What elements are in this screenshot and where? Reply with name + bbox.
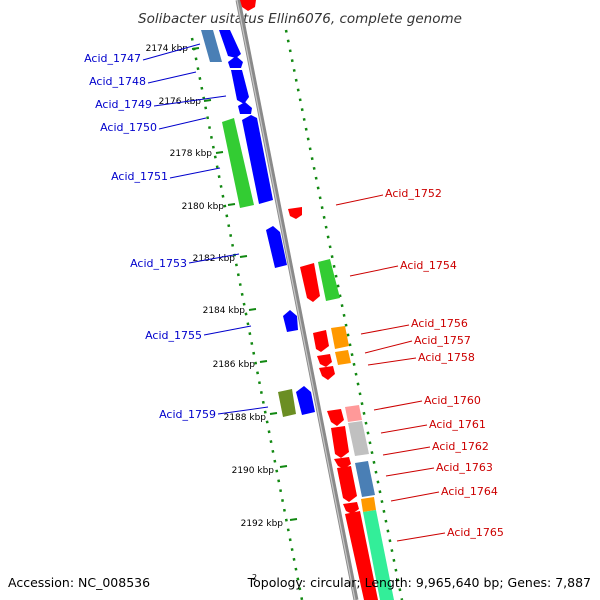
map-title: Solibacter usitatus Ellin6076, complete … bbox=[138, 11, 462, 27]
scale-tick-label: 2186 kbp bbox=[213, 360, 256, 370]
label-connector bbox=[217, 406, 269, 415]
label-connector bbox=[349, 265, 399, 277]
label-connector bbox=[335, 194, 384, 206]
gene-feature bbox=[337, 466, 357, 502]
scale-tick-mark bbox=[239, 255, 248, 258]
gene-feature bbox=[361, 497, 376, 512]
gene-label-acid-1754[interactable]: Acid_1754 bbox=[400, 259, 457, 272]
gene-feature bbox=[242, 115, 273, 204]
gene-feature bbox=[231, 70, 249, 104]
scale-tick-mark bbox=[289, 518, 298, 521]
gene-feature bbox=[319, 366, 335, 380]
gene-label-acid-1752[interactable]: Acid_1752 bbox=[385, 187, 442, 200]
gene-label-acid-1761[interactable]: Acid_1761 bbox=[429, 418, 486, 431]
gene-feature bbox=[327, 409, 344, 426]
gene-features bbox=[201, 0, 394, 600]
gene-feature bbox=[317, 354, 332, 367]
gene-feature bbox=[334, 457, 351, 469]
gene-feature bbox=[300, 263, 320, 302]
scale-tick-mark bbox=[269, 412, 278, 415]
gene-feature bbox=[283, 310, 298, 332]
scale-tick-mark bbox=[227, 203, 236, 206]
gene-label-acid-1756[interactable]: Acid_1756 bbox=[411, 317, 468, 330]
scale-tick-mark bbox=[279, 465, 288, 468]
scale-tick-mark bbox=[203, 99, 212, 102]
label-connector bbox=[382, 446, 431, 456]
label-connector bbox=[153, 95, 227, 107]
gene-label-acid-1755[interactable]: Acid_1755 bbox=[145, 329, 202, 342]
gene-label-acid-1759[interactable]: Acid_1759 bbox=[159, 408, 216, 421]
gene-label-acid-1749[interactable]: Acid_1749 bbox=[95, 98, 152, 111]
label-connector bbox=[390, 491, 440, 502]
gene-feature bbox=[240, 0, 256, 11]
gene-label-acid-1758[interactable]: Acid_1758 bbox=[418, 351, 475, 364]
gene-feature bbox=[313, 330, 329, 352]
gene-label-acid-1747[interactable]: Acid_1747 bbox=[84, 52, 141, 65]
gene-feature bbox=[363, 510, 394, 600]
label-connector bbox=[373, 400, 423, 411]
gene-feature bbox=[345, 405, 362, 422]
label-connector bbox=[203, 325, 252, 336]
gene-label-acid-1753[interactable]: Acid_1753 bbox=[130, 257, 187, 270]
gene-feature bbox=[345, 511, 378, 600]
genome-backbone-highlight bbox=[236, 0, 356, 600]
gene-feature bbox=[266, 226, 287, 268]
reverse-strand-labels: Acid_1752 Acid_1754 Acid_1756 Acid_1757 … bbox=[335, 187, 504, 542]
scale-tick-label: 2192 kbp bbox=[241, 519, 284, 529]
scale-tick-label: 2190 kbp bbox=[232, 466, 275, 476]
label-connector bbox=[396, 532, 446, 542]
gene-label-acid-1757[interactable]: Acid_1757 bbox=[414, 334, 471, 347]
label-connector bbox=[360, 324, 410, 335]
genome-backbone bbox=[235, 0, 359, 600]
gene-feature bbox=[219, 30, 241, 58]
gene-feature bbox=[343, 502, 359, 514]
label-connector bbox=[367, 357, 417, 366]
gene-feature bbox=[355, 461, 375, 497]
gene-label-acid-1764[interactable]: Acid_1764 bbox=[441, 485, 498, 498]
gene-label-acid-1765[interactable]: Acid_1765 bbox=[447, 526, 504, 539]
label-connector bbox=[147, 71, 197, 84]
genome-summary-text: Topology: circular; Length: 9,965,640 bp… bbox=[247, 575, 591, 590]
accession-text: Accession: NC_008536 bbox=[8, 575, 150, 590]
scale-tick-label: 2180 kbp bbox=[182, 202, 225, 212]
gene-label-acid-1748[interactable]: Acid_1748 bbox=[89, 75, 146, 88]
gene-feature bbox=[348, 421, 369, 456]
gene-feature bbox=[296, 386, 315, 415]
scale-tick-mark bbox=[248, 308, 257, 311]
gene-feature bbox=[335, 350, 351, 365]
label-connector bbox=[364, 340, 413, 354]
scale-tick-label: 2188 kbp bbox=[224, 413, 267, 423]
gene-feature bbox=[228, 56, 243, 68]
gene-feature bbox=[318, 259, 340, 301]
gene-feature bbox=[331, 326, 349, 349]
right-dotted-track bbox=[284, 29, 404, 600]
gene-label-acid-1751[interactable]: Acid_1751 bbox=[111, 170, 168, 183]
gene-feature bbox=[201, 30, 222, 62]
label-connector bbox=[385, 467, 435, 477]
scale-tick-mark bbox=[191, 47, 200, 50]
label-connector bbox=[380, 424, 428, 434]
gene-label-acid-1760[interactable]: Acid_1760 bbox=[424, 394, 481, 407]
gene-label-acid-1750[interactable]: Acid_1750 bbox=[100, 121, 157, 134]
label-connector bbox=[142, 43, 201, 61]
scale-tick-mark bbox=[215, 151, 224, 154]
gene-feature bbox=[331, 426, 349, 458]
gene-feature bbox=[238, 102, 252, 114]
scale-ticks: 2174 kbp 2176 kbp 2178 kbp 2180 kbp 2182… bbox=[146, 44, 298, 529]
footnote-marker: 2 bbox=[252, 573, 257, 582]
label-connector bbox=[188, 253, 240, 264]
label-connector bbox=[158, 117, 207, 130]
label-connector bbox=[169, 167, 221, 179]
gene-feature bbox=[278, 389, 296, 417]
forward-strand-labels: Acid_1747 Acid_1748 Acid_1749 Acid_1750 … bbox=[84, 43, 269, 421]
scale-tick-label: 2174 kbp bbox=[146, 44, 189, 54]
gene-feature bbox=[222, 118, 254, 208]
gene-label-acid-1762[interactable]: Acid_1762 bbox=[432, 440, 489, 453]
scale-tick-mark bbox=[259, 360, 268, 363]
gene-feature bbox=[288, 207, 302, 219]
gene-label-acid-1763[interactable]: Acid_1763 bbox=[436, 461, 493, 474]
scale-tick-label: 2184 kbp bbox=[203, 306, 246, 316]
scale-tick-label: 2178 kbp bbox=[170, 149, 213, 159]
